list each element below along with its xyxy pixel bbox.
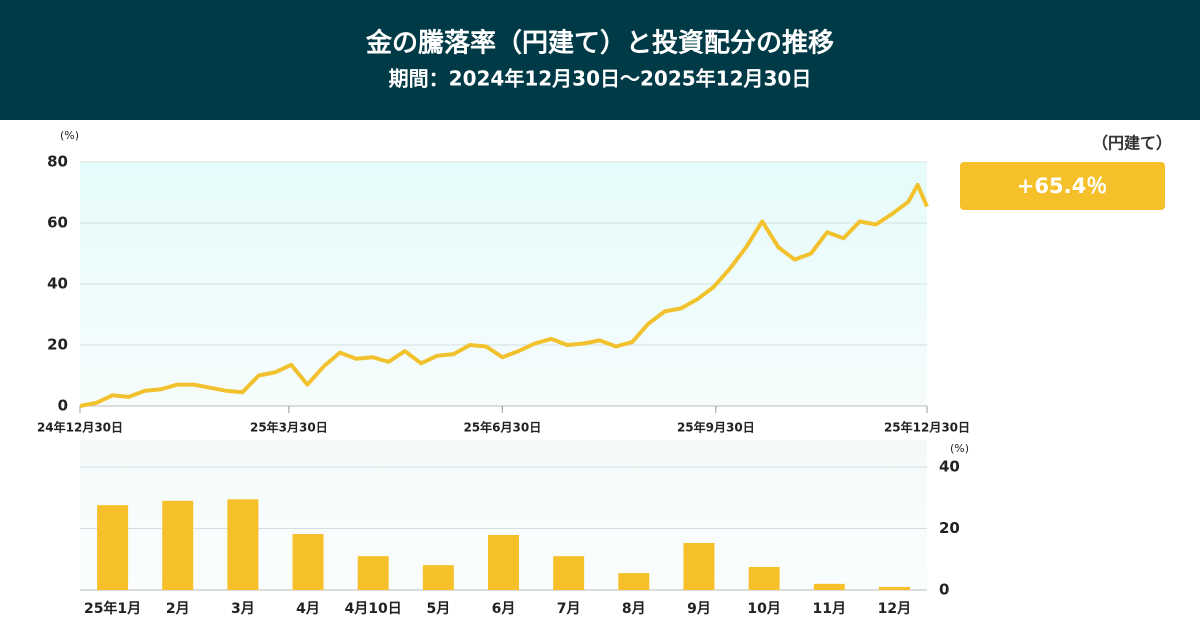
x-tick-label: 24年12月30日	[37, 420, 123, 435]
x-tick-label: 12月	[878, 601, 911, 617]
x-tick-label: 9月	[687, 601, 711, 617]
bar	[422, 565, 454, 590]
x-tick-label: 25年1月	[84, 600, 141, 617]
subtitle: 期間：2024年12月30日～2025年12月30日	[389, 67, 812, 91]
x-tick-label: 7月	[557, 601, 581, 617]
bar	[553, 556, 585, 590]
badge	[960, 162, 1165, 210]
header-bg	[0, 0, 1200, 120]
y-tick-label: 0	[939, 581, 949, 599]
y-unit: (%)	[60, 129, 79, 142]
y-unit: (%)	[950, 442, 969, 455]
x-tick-label: 10月	[747, 601, 780, 617]
x-tick-label: 5月	[426, 601, 450, 617]
y-tick-label: 0	[58, 397, 68, 415]
x-tick-label: 6月	[492, 601, 516, 617]
x-tick-label: 4月10日	[345, 601, 402, 617]
x-tick-label: 11月	[813, 601, 846, 617]
bar	[813, 583, 845, 590]
x-tick-label: 25年12月30日	[884, 420, 970, 435]
x-tick-label: 4月	[296, 601, 320, 617]
x-tick-label: 25年6月30日	[463, 420, 541, 435]
bar	[618, 573, 650, 590]
title: 金の騰落率（円建て）と投資配分の推移	[365, 28, 834, 59]
bar	[292, 534, 324, 590]
x-tick-label: 25年9月30日	[677, 420, 755, 435]
y-tick-label: 80	[47, 153, 68, 171]
bar	[227, 499, 259, 590]
y-tick-label: 40	[47, 275, 68, 293]
x-tick-label: 25年3月30日	[250, 420, 328, 435]
bar	[488, 534, 519, 590]
y-tick-label: 20	[47, 336, 68, 354]
bar	[97, 505, 129, 590]
x-tick-label: 2月	[166, 601, 190, 617]
bar	[683, 542, 715, 590]
bar	[162, 500, 194, 590]
y-tick-label: 20	[939, 519, 960, 537]
y-tick-label: 60	[47, 214, 68, 232]
badge-value: +65.4％	[1017, 174, 1107, 198]
y-tick-label: 40	[939, 458, 960, 476]
line	[79, 182, 929, 408]
x-tick-label: 3月	[231, 601, 255, 617]
x-tick-label: 8月	[622, 601, 646, 617]
bar	[878, 586, 910, 590]
bar	[357, 556, 389, 590]
badge-caption: （円建て）	[1092, 134, 1172, 153]
bar	[748, 566, 780, 590]
